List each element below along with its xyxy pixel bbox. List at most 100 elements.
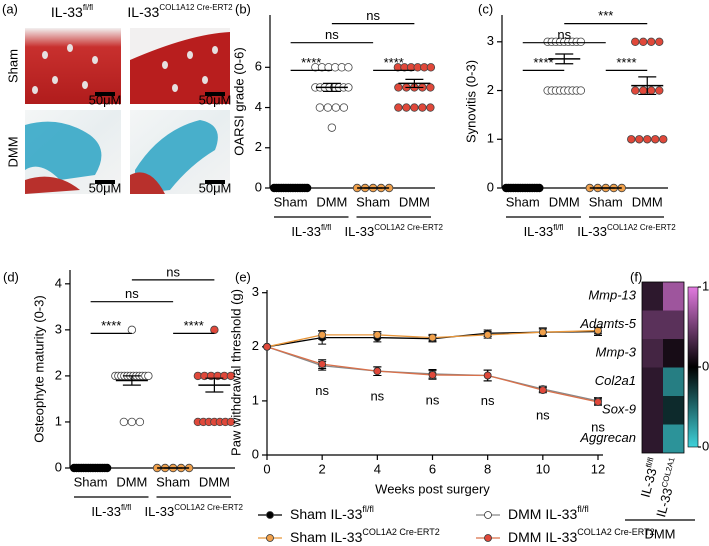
- scale-bar: [95, 180, 115, 184]
- data-point: [339, 103, 349, 112]
- row-label: DMM: [5, 136, 20, 167]
- background: [130, 28, 230, 60]
- heatmap-cell: [663, 396, 684, 425]
- data-point: [127, 325, 137, 335]
- legend-marker: [266, 511, 274, 519]
- data-point: [318, 360, 327, 369]
- data-point: [394, 103, 403, 112]
- label: IL-33COL2A1: [652, 456, 684, 519]
- cells: [32, 44, 98, 94]
- x-tick-label: Sham: [156, 474, 190, 489]
- annotation: ns: [426, 392, 440, 407]
- label-sup: fl/fl: [121, 503, 131, 512]
- comparison-label: ns: [166, 264, 180, 279]
- y-tick-label: 1: [487, 131, 494, 146]
- label-text: DMM IL-33: [508, 506, 577, 522]
- x-tick-label: DMM: [199, 474, 230, 489]
- x-tick-label: 8: [484, 461, 491, 476]
- data-point: [402, 103, 411, 112]
- label: IL-33COL1A2 Cre-ERT2: [577, 223, 676, 239]
- y-axis-label: Paw withdrawal threshold (g): [228, 289, 243, 456]
- colorbar-tick-label: 1: [702, 278, 709, 293]
- label: Sham IL-33COL1A2 Cre-ERT2: [290, 527, 440, 544]
- label-text: IL-33: [638, 467, 660, 500]
- label-sup: fl/fl: [644, 456, 655, 468]
- x-tick-label: 2: [319, 461, 326, 476]
- label-text: IL-33: [145, 504, 175, 519]
- data-point: [426, 83, 435, 92]
- error-bar: [638, 76, 657, 96]
- heatmap-cell: [663, 339, 684, 368]
- scale-bar: [205, 92, 225, 96]
- data-point: [210, 325, 219, 335]
- data-point: [538, 386, 547, 394]
- data-point: [418, 103, 427, 112]
- panel-label: (f): [630, 269, 642, 284]
- y-tick-label: 6: [255, 59, 262, 74]
- data-point: [226, 417, 236, 427]
- data-point: [394, 83, 403, 92]
- label-text: Sham IL-33: [290, 529, 363, 545]
- x-tick-label: Sham: [506, 194, 540, 209]
- y-tick-label: 4: [55, 275, 62, 290]
- heatmap-cell: [663, 282, 684, 311]
- comparison-label: ns: [557, 27, 571, 42]
- annotation: ns: [591, 419, 605, 434]
- data-point: [651, 135, 660, 144]
- x-tick-label: DMM: [399, 194, 430, 209]
- label-sup: COL1A2 Cre-ERT2: [362, 527, 439, 537]
- comparison-label: ****: [184, 318, 204, 333]
- scale-label: 50μM: [89, 92, 122, 107]
- error-bar: [555, 53, 574, 65]
- data-point: [594, 398, 602, 406]
- heatmap-cell: [663, 367, 684, 396]
- y-tick-label: 3: [487, 33, 494, 48]
- y-axis-label: OARSI grade (0-6): [231, 47, 246, 155]
- panel-label: (c): [478, 1, 493, 16]
- panel-label: (a): [2, 1, 18, 16]
- label-text: IL-33: [577, 224, 607, 239]
- stain: [135, 120, 218, 194]
- data-point: [655, 86, 664, 95]
- row-label: Sox-9: [602, 402, 636, 417]
- error-bar: [205, 377, 224, 393]
- label-sup: fl/fl: [553, 223, 563, 232]
- label-sup: fl/fl: [577, 504, 589, 514]
- row-label: Sham: [5, 49, 20, 83]
- data-point: [119, 417, 129, 427]
- data-point: [428, 371, 437, 379]
- panel-label: (e): [235, 269, 251, 284]
- x-tick-label: 0: [263, 461, 270, 476]
- comparison-label: ns: [325, 27, 339, 42]
- comparison-label: ****: [101, 318, 121, 333]
- label-text: Sham IL-33: [290, 506, 363, 522]
- data-point: [144, 371, 153, 381]
- label: DMM IL-33COL1A2 Cre-ERT2: [508, 527, 655, 544]
- x-tick-label: DMM: [549, 194, 580, 209]
- data-point: [639, 86, 648, 95]
- label-sup: COL1A2 Cre-ERT2: [374, 223, 443, 232]
- label: IL-33fl/fl: [91, 503, 131, 519]
- y-tick-label: 2: [55, 367, 62, 382]
- label: IL-33COL1A2 Cre-ERT2: [145, 503, 244, 519]
- y-tick-label: 1: [55, 413, 62, 428]
- y-tick-label: 4: [255, 99, 262, 114]
- x-tick-label: DMM: [316, 194, 347, 209]
- label: IL-33COL1A2 Cre-ERT2: [345, 223, 444, 239]
- data-point: [627, 135, 636, 144]
- stain: [25, 176, 80, 194]
- scale-label: 50μM: [89, 180, 122, 195]
- row-label: Col2a1: [595, 373, 636, 388]
- data-point: [323, 103, 333, 112]
- data-point: [635, 135, 644, 144]
- label-sup: COL1A2 Cre-ERT2: [607, 223, 676, 232]
- label: Sham IL-33fl/fl: [290, 504, 374, 521]
- data-point: [426, 103, 435, 112]
- data-point: [631, 37, 640, 47]
- label: IL-33fl/fl: [524, 223, 564, 239]
- label-text: IL-33: [524, 224, 554, 239]
- heatmap-cell: [663, 310, 684, 339]
- heatmap-cell: [642, 339, 663, 368]
- data-point: [631, 86, 640, 95]
- y-tick-label: 0: [255, 179, 262, 194]
